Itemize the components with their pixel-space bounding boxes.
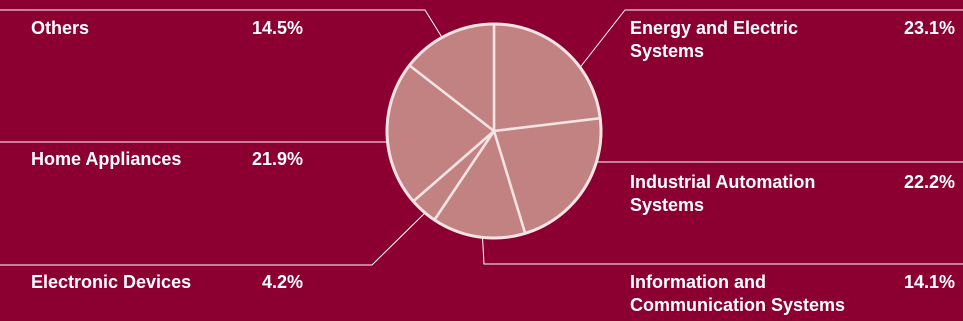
pct-electronic-devices: 4.2% bbox=[261, 272, 303, 292]
label-electronic-devices: Electronic Devices bbox=[31, 271, 191, 294]
pie-outline bbox=[385, 22, 603, 240]
pct-industrial-automation: 22.2% bbox=[903, 172, 955, 192]
label-electronic-devices-line-0: Electronic Devices bbox=[31, 272, 192, 292]
label-energy-electric: Energy and Electric Systems bbox=[630, 17, 798, 63]
pct-info-comm: 14.1% bbox=[903, 272, 955, 292]
label-industrial-automation: Industrial Automation Systems bbox=[630, 171, 815, 217]
pct-energy-electric: 23.1% bbox=[903, 18, 955, 38]
label-industrial-automation-line-0: Industrial Automation bbox=[630, 172, 816, 192]
label-others-line-0: Others bbox=[31, 18, 90, 38]
pct-others: 14.5% bbox=[251, 18, 303, 38]
label-energy-electric-line-0: Energy and Electric bbox=[630, 18, 799, 38]
leader-line-electronic-devices bbox=[0, 207, 431, 266]
leader-line-energy-electric bbox=[577, 9, 963, 71]
label-others: Others bbox=[31, 17, 89, 40]
label-info-comm-line-0: Information and bbox=[630, 272, 766, 292]
pie-slice-energy-electric bbox=[492, 22, 602, 133]
label-home-appliances-line-0: Home Appliances bbox=[31, 149, 182, 169]
label-industrial-automation-line-1: Systems bbox=[630, 195, 705, 215]
label-info-comm: Information and Communication Systems bbox=[630, 271, 845, 317]
label-energy-electric-line-1: Systems bbox=[630, 41, 705, 61]
label-info-comm-line-1: Communication Systems bbox=[630, 295, 846, 315]
pct-home-appliances: 21.9% bbox=[251, 149, 303, 169]
label-home-appliances: Home Appliances bbox=[31, 148, 181, 171]
